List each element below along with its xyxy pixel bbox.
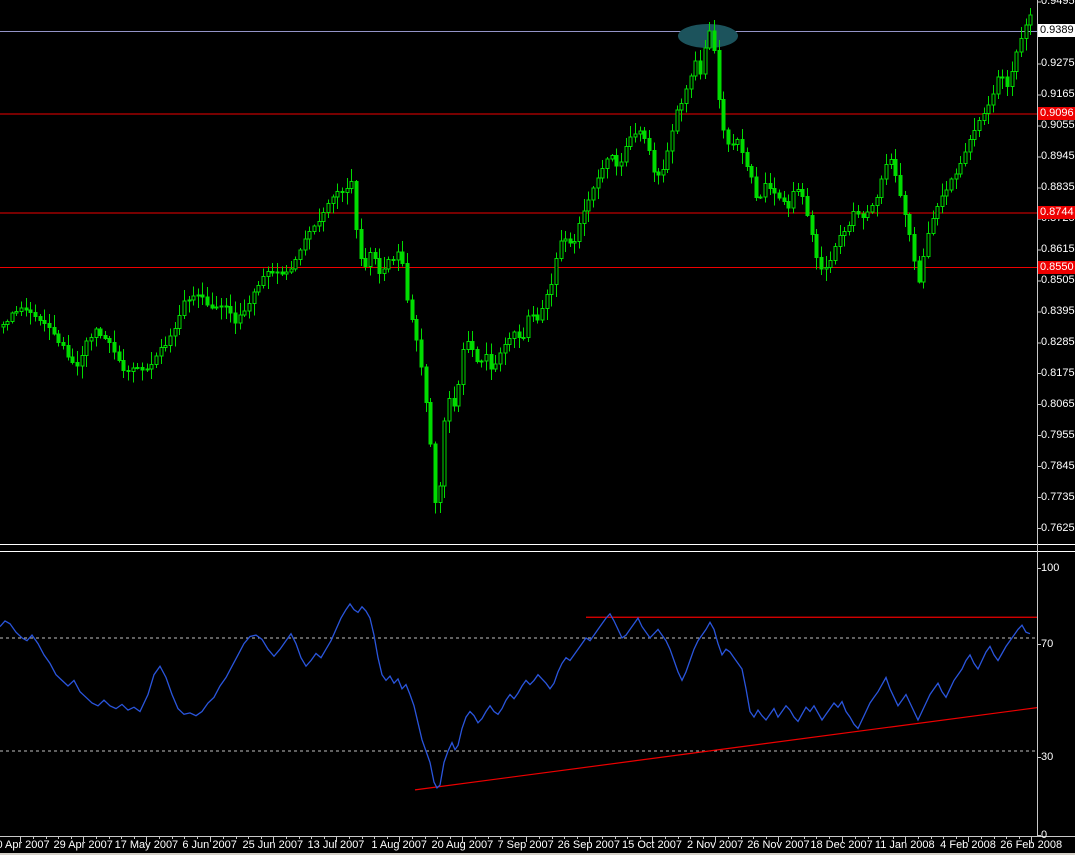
price-tick-label: 0.8395: [1041, 305, 1075, 318]
date-tick-label: 26 Feb 2008: [1000, 839, 1063, 851]
level-price-box: 0.8550: [1038, 260, 1075, 274]
date-tick-label: 26 Nov 2007: [747, 839, 810, 851]
date-tick-label: 15 Oct 2007: [622, 839, 682, 851]
date-tick-label: 17 May 2007: [114, 839, 179, 851]
price-tick-label: 0.8175: [1041, 367, 1075, 380]
candlestick-series: [1, 8, 1033, 514]
date-tick-label: 11 Jan 2008: [874, 839, 935, 851]
level-price-box: 0.8744: [1038, 205, 1075, 219]
price-tick-label: 0.9055: [1041, 119, 1075, 132]
price-tick-label: 0.8285: [1041, 336, 1075, 349]
date-tick-label: 2 Nov 2007: [687, 839, 744, 851]
ascending-support-line[interactable]: [414, 706, 1039, 791]
date-tick-label: 1 Aug 2007: [371, 839, 428, 851]
price-tick-label: 0.8065: [1041, 398, 1075, 411]
oscillator-tick-label: 70: [1041, 638, 1054, 650]
date-tick-label: 4 Feb 2008: [940, 839, 996, 851]
window-edge: [0, 853, 1075, 855]
price-tick-label: 0.9275: [1041, 57, 1075, 70]
price-tick-label: 0.8505: [1041, 274, 1075, 287]
date-tick-label: 10 Apr 2007: [0, 839, 50, 851]
price-tick-label: 0.9165: [1041, 88, 1075, 101]
oscillator-tick-label: 100: [1041, 562, 1060, 574]
date-tick-label: 29 Apr 2007: [53, 839, 113, 851]
current-price-box: 0.9389: [1038, 24, 1075, 38]
oscillator-tick-label: 30: [1041, 751, 1054, 763]
date-tick-label: 26 Sep 2007: [557, 839, 620, 851]
price-tick-label: 0.7955: [1041, 429, 1075, 442]
date-tick-label: 13 Jul 2007: [307, 839, 365, 851]
axis-ticks: [20, 1, 1041, 842]
date-tick-label: 20 Aug 2007: [431, 839, 494, 851]
oscillator-tick-label: 0: [1041, 829, 1048, 841]
price-tick-label: 0.7625: [1041, 522, 1075, 535]
level-price-box: 0.9096: [1038, 106, 1075, 120]
oscillator-line: [0, 602, 1031, 789]
panel-splitter[interactable]: [0, 543, 1075, 552]
price-tick-label: 0.8835: [1041, 181, 1075, 194]
price-tick-label: 0.7845: [1041, 460, 1075, 473]
price-tick-label: 0.8945: [1041, 150, 1075, 163]
date-tick-label: 18 Dec 2007: [810, 839, 873, 851]
date-tick-label: 25 Jun 2007: [242, 839, 304, 851]
price-tick-label: 0.8615: [1041, 243, 1075, 256]
date-tick-label: 6 Jun 2007: [182, 839, 237, 851]
price-tick-label: 0.7735: [1041, 491, 1075, 504]
date-tick-label: 7 Sep 2007: [497, 839, 554, 851]
price-tick-label: 0.9495: [1041, 0, 1075, 8]
